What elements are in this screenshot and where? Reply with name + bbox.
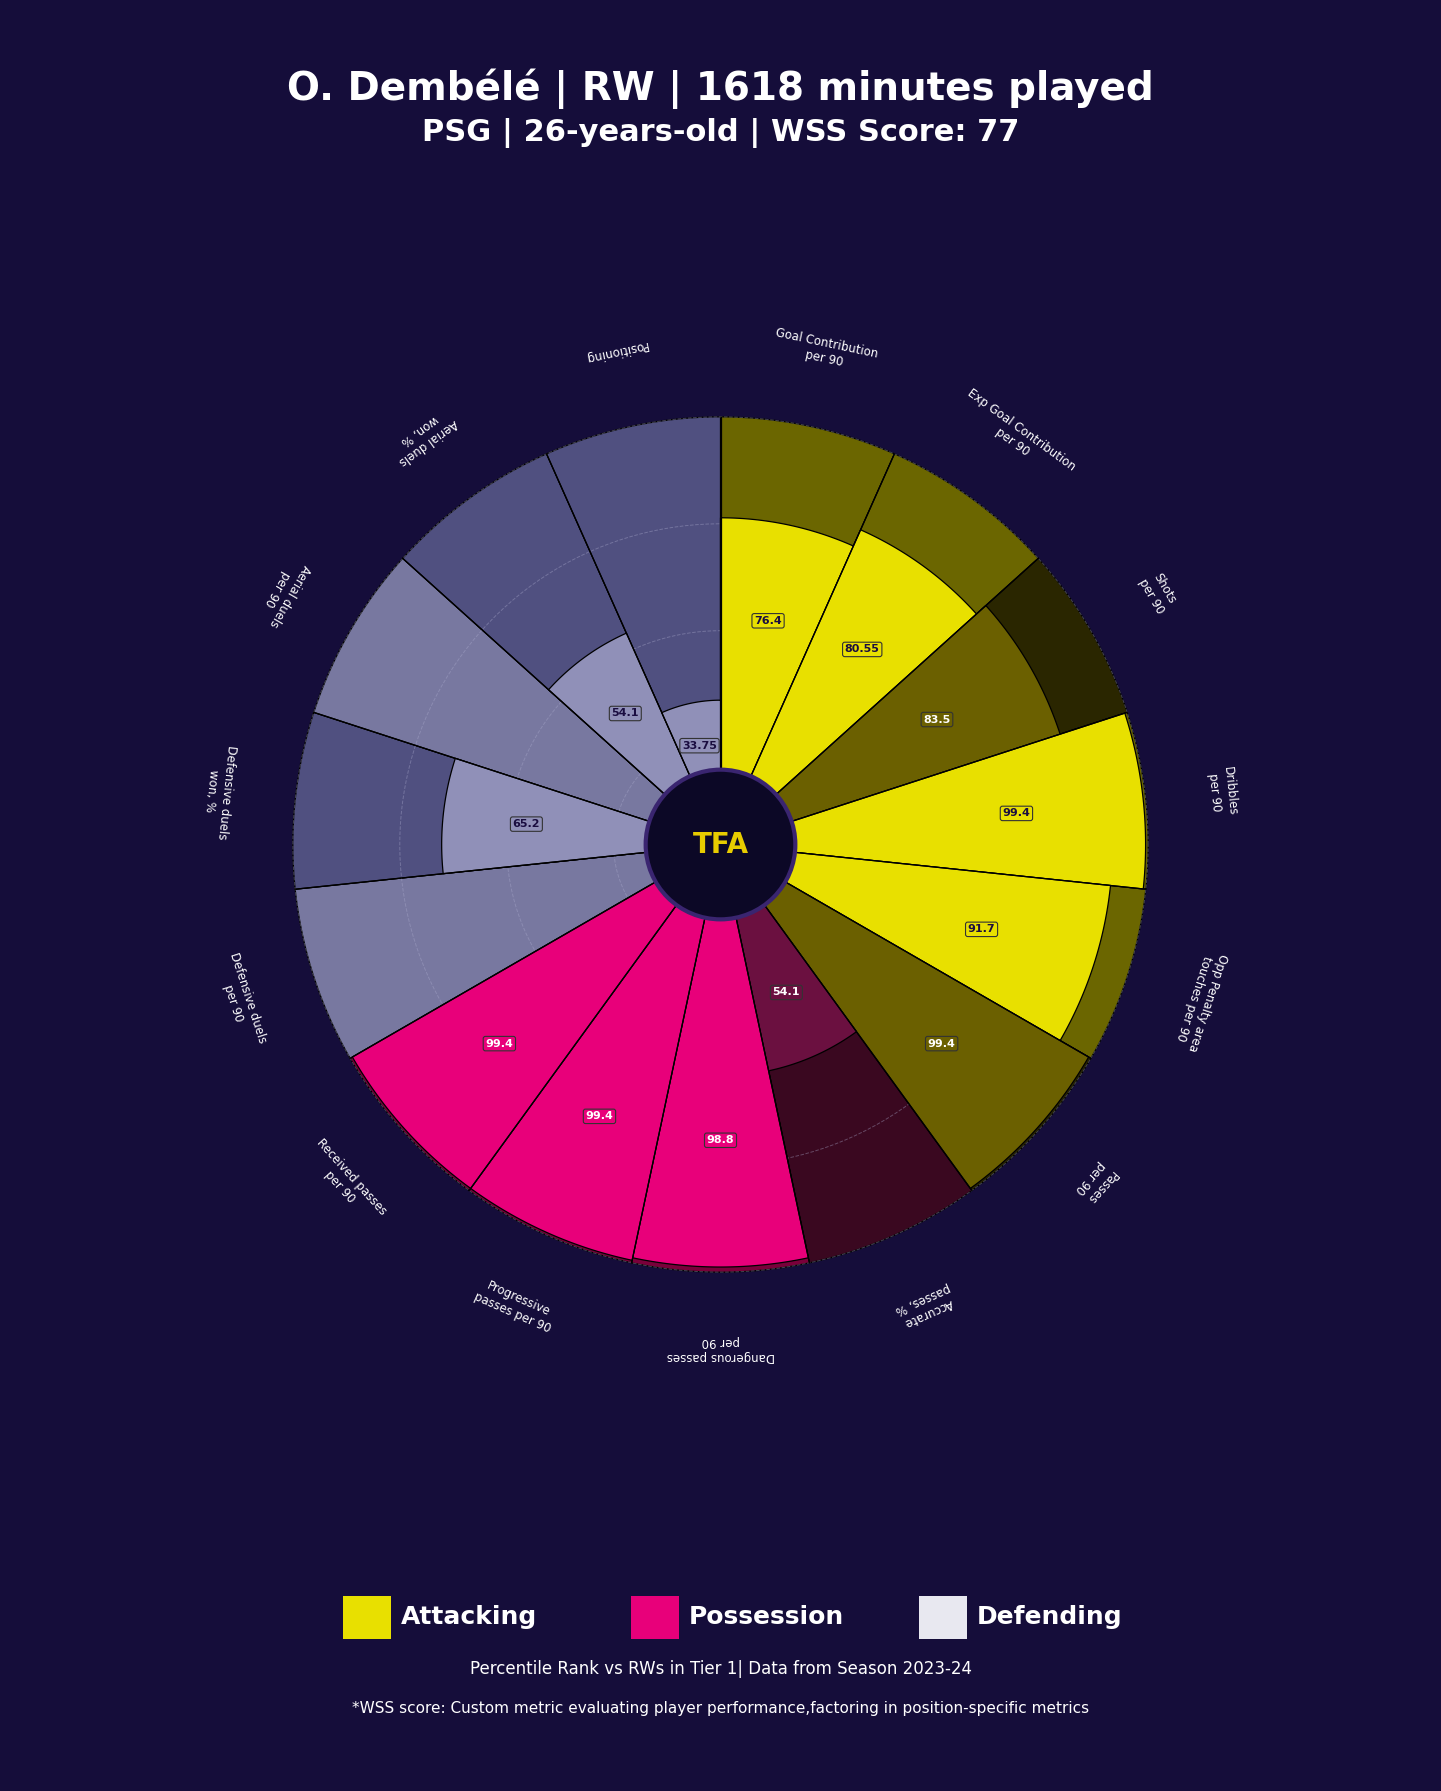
Polygon shape [720,713,1146,888]
Polygon shape [720,605,1061,845]
Polygon shape [549,634,720,845]
Text: 1.1: 1.1 [699,844,719,853]
Text: 98.8: 98.8 [706,1135,735,1144]
Polygon shape [706,835,720,845]
Text: 99.4: 99.4 [486,1039,513,1048]
Polygon shape [720,417,895,845]
Text: Defensive duels
per 90: Defensive duels per 90 [213,951,268,1050]
Text: Accurate
passes, %: Accurate passes, % [893,1281,958,1331]
Text: 65.2: 65.2 [513,818,540,829]
Polygon shape [720,559,1127,845]
Text: 83.5: 83.5 [924,715,951,725]
Text: Passes
per 90: Passes per 90 [1072,1159,1120,1205]
Text: Attacking: Attacking [401,1605,537,1630]
Polygon shape [631,845,810,1272]
Polygon shape [720,845,856,1071]
Text: Progressive
passes per 90: Progressive passes per 90 [471,1275,559,1334]
Polygon shape [295,845,720,1058]
Text: Aerial duels
won, %: Aerial duels won, % [388,405,460,467]
Polygon shape [720,530,977,845]
Polygon shape [353,845,720,1189]
Polygon shape [716,845,720,847]
Text: 76.4: 76.4 [754,616,782,625]
Polygon shape [402,453,720,845]
Polygon shape [442,758,720,874]
Text: Percentile Rank vs RWs in Tier 1| Data from Season 2023-24: Percentile Rank vs RWs in Tier 1| Data f… [470,1660,971,1678]
Polygon shape [661,700,720,845]
Polygon shape [720,518,853,845]
Polygon shape [720,845,971,1263]
Text: Defensive duels
won, %: Defensive duels won, % [200,743,238,840]
Polygon shape [350,845,720,1191]
Text: Exp Goal Contribution
per 90: Exp Goal Contribution per 90 [957,387,1078,485]
Polygon shape [720,845,1088,1189]
Polygon shape [720,845,1091,1191]
Text: 33.75: 33.75 [682,741,718,750]
Text: Defending: Defending [977,1605,1123,1630]
Text: 91.7: 91.7 [968,924,996,935]
Text: Dribbles
per 90: Dribbles per 90 [1206,767,1239,818]
Text: 80.55: 80.55 [844,645,879,654]
Text: Opp Penalty area
touches per 90: Opp Penalty area touches per 90 [1172,947,1229,1053]
Polygon shape [471,845,720,1261]
Text: *WSS score: Custom metric evaluating player performance,factoring in position-sp: *WSS score: Custom metric evaluating pla… [352,1701,1089,1716]
Circle shape [646,770,795,919]
Polygon shape [720,453,1039,845]
Text: Aerial duels
per 90: Aerial duels per 90 [254,555,313,629]
Polygon shape [633,845,808,1266]
Text: Dangerous passes
per 90: Dangerous passes per 90 [666,1334,775,1363]
Text: Goal Contribution
per 90: Goal Contribution per 90 [771,326,879,376]
Text: 99.4: 99.4 [1003,808,1030,818]
Polygon shape [314,559,720,845]
Text: PSG | 26-years-old | WSS Score: 77: PSG | 26-years-old | WSS Score: 77 [422,118,1019,149]
Text: 99.4: 99.4 [585,1112,614,1121]
Polygon shape [470,845,720,1263]
Polygon shape [720,845,1111,1041]
Polygon shape [546,417,720,845]
Text: Shots
per 90: Shots per 90 [1136,568,1179,616]
Text: TFA: TFA [693,831,748,858]
Text: 3.5: 3.5 [693,829,712,840]
Text: 99.4: 99.4 [928,1039,955,1048]
Text: O. Dembélé | RW | 1618 minutes played: O. Dembélé | RW | 1618 minutes played [287,68,1154,109]
Text: Positioning: Positioning [582,338,648,364]
Polygon shape [720,845,1146,1058]
Polygon shape [720,713,1148,888]
Polygon shape [293,713,720,888]
Text: Possession: Possession [689,1605,844,1630]
Text: Received passes
per 90: Received passes per 90 [303,1137,389,1229]
Text: 54.1: 54.1 [772,987,800,998]
Text: 54.1: 54.1 [611,709,638,718]
